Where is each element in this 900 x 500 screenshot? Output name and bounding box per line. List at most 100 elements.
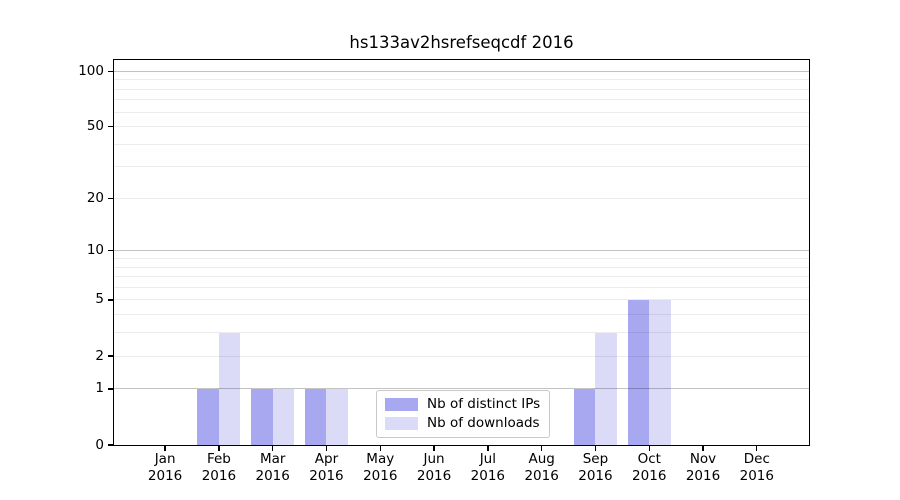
- gridline-minor-40: [114, 143, 809, 145]
- gridline-major-1: [114, 388, 809, 390]
- x-tick-aug: [541, 445, 543, 451]
- x-tick-label-jun: Jun 2016: [402, 451, 466, 484]
- bar-distinct-ips-oct: [627, 299, 650, 445]
- y-tick-20: [108, 197, 114, 200]
- y-tick-2: [108, 355, 114, 357]
- gridline-major-100: [114, 70, 809, 72]
- x-tick-year: 2016: [255, 467, 290, 484]
- gridline-minor-60: [114, 111, 809, 113]
- x-tick-label-oct: Oct 2016: [617, 451, 681, 484]
- x-tick-year: 2016: [739, 467, 774, 484]
- bar-distinct-ips-sep: [573, 388, 596, 445]
- y-tick-100: [108, 70, 114, 72]
- legend-swatch-downloads: [385, 416, 418, 430]
- x-tick-month: Nov: [689, 451, 717, 467]
- gridline-minor-50: [114, 126, 809, 128]
- x-tick-label-dec: Dec 2016: [725, 451, 789, 484]
- legend-item-downloads: Nb of downloads: [385, 415, 540, 431]
- gridline-minor-20: [114, 197, 809, 199]
- x-tick-label-feb: Feb 2016: [187, 451, 251, 484]
- x-tick-sep: [594, 445, 597, 451]
- x-tick-year: 2016: [578, 467, 613, 484]
- x-tick-year: 2016: [309, 467, 344, 484]
- x-tick-month: Apr: [314, 451, 339, 467]
- legend-item-distinct-ips: Nb of distinct IPs: [385, 396, 540, 412]
- y-tick-label-2: 2: [95, 347, 104, 364]
- gridline-minor-3: [114, 332, 809, 334]
- gridline-minor-5: [114, 299, 809, 301]
- y-tick-label-10: 10: [86, 242, 104, 259]
- legend-label-distinct-ips: Nb of distinct IPs: [427, 396, 541, 412]
- y-tick-50: [108, 125, 114, 128]
- bar-distinct-ips-apr: [304, 388, 327, 445]
- x-tick-month: Jun: [423, 451, 445, 467]
- legend: Nb of distinct IPs Nb of downloads: [376, 390, 551, 438]
- y-tick-label-1: 1: [95, 380, 104, 397]
- x-tick-year: 2016: [524, 467, 559, 484]
- x-tick-year: 2016: [632, 467, 667, 484]
- bar-distinct-ips-mar: [251, 388, 273, 445]
- x-tick-month: Jan: [154, 451, 176, 467]
- gridline-minor-2: [114, 355, 809, 357]
- x-tick-nov: [702, 445, 704, 451]
- gridline-major-10: [114, 250, 809, 252]
- x-tick-month: Jul: [479, 451, 496, 467]
- x-tick-month: Mar: [259, 451, 286, 467]
- x-tick-dec: [756, 445, 758, 451]
- y-tick-5: [108, 299, 114, 301]
- plot-area: Nb of distinct IPs Nb of downloads: [114, 60, 809, 445]
- bar-downloads-oct: [649, 299, 671, 445]
- bar-distinct-ips-feb: [197, 388, 219, 445]
- x-tick-apr: [325, 445, 328, 451]
- gridline-minor-80: [114, 88, 809, 90]
- x-tick-label-mar: Mar 2016: [241, 451, 305, 484]
- x-tick-month: May: [366, 451, 395, 467]
- x-tick-jan: [164, 445, 166, 451]
- bar-downloads-sep: [595, 332, 617, 445]
- x-tick-year: 2016: [201, 467, 237, 484]
- chart-title: hs133av2hsrefseqcdf 2016: [349, 33, 574, 52]
- y-tick-label-50: 50: [86, 118, 104, 135]
- x-tick-label-nov: Nov 2016: [671, 451, 735, 484]
- gridline-minor-90: [114, 79, 809, 81]
- x-tick-year: 2016: [470, 467, 506, 484]
- y-tick-label-20: 20: [86, 189, 104, 206]
- x-tick-month: Sep: [582, 451, 609, 467]
- x-tick-feb: [218, 445, 220, 451]
- x-tick-label-jul: Jul 2016: [456, 451, 520, 484]
- bar-downloads-apr: [326, 388, 348, 445]
- x-tick-year: 2016: [685, 467, 721, 484]
- x-tick-year: 2016: [416, 467, 452, 484]
- y-tick-10: [108, 250, 114, 252]
- x-tick-label-apr: Apr 2016: [294, 451, 358, 484]
- x-tick-month: Oct: [637, 451, 661, 467]
- x-tick-year: 2016: [147, 467, 183, 484]
- y-tick-label-5: 5: [95, 291, 104, 308]
- gridline-minor-8: [114, 266, 809, 268]
- x-tick-month: Dec: [743, 451, 770, 467]
- gridline-minor-7: [114, 276, 809, 278]
- x-tick-year: 2016: [363, 467, 398, 484]
- x-tick-label-jan: Jan 2016: [133, 451, 197, 484]
- x-tick-label-may: May 2016: [348, 451, 412, 484]
- gridline-minor-30: [114, 166, 809, 168]
- bar-downloads-feb: [218, 332, 241, 445]
- x-tick-label-aug: Aug 2016: [510, 451, 574, 484]
- gridline-minor-70: [114, 99, 809, 101]
- legend-label-downloads: Nb of downloads: [427, 415, 540, 431]
- x-tick-month: Aug: [528, 451, 555, 467]
- bar-downloads-mar: [272, 388, 295, 445]
- x-tick-may: [379, 445, 381, 451]
- gridline-minor-9: [114, 258, 809, 259]
- legend-swatch-distinct-ips: [385, 397, 418, 411]
- y-tick-label-100: 100: [78, 62, 104, 79]
- y-tick-0: [108, 444, 114, 446]
- y-tick-1: [108, 388, 114, 390]
- x-tick-jun: [433, 445, 435, 451]
- y-tick-label-0: 0: [95, 436, 104, 453]
- x-tick-month: Feb: [206, 451, 231, 467]
- x-tick-oct: [648, 445, 650, 451]
- x-tick-mar: [272, 445, 274, 451]
- x-tick-label-sep: Sep 2016: [563, 451, 627, 484]
